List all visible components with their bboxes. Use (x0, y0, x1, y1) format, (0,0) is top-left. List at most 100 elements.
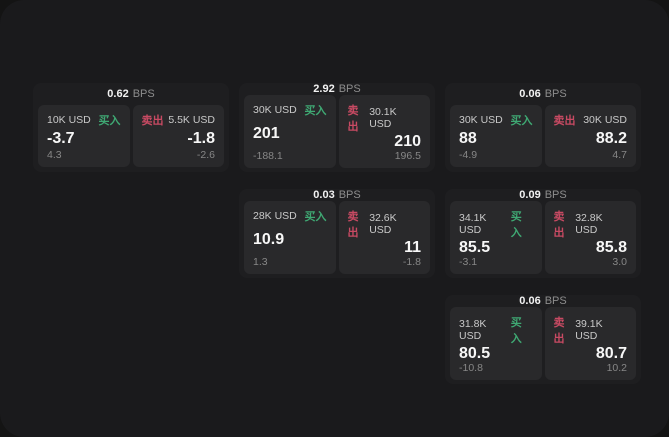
bps-unit-label: BPS (544, 189, 567, 201)
sell-side-label: 卖出 (553, 115, 576, 127)
buy-price: 88 (459, 129, 477, 147)
sell-delta: 196.5 (394, 150, 421, 162)
sell-delta: 4.7 (612, 149, 627, 161)
buy-delta: -4.9 (459, 149, 478, 161)
buy-tile-header: 10K USD 买入 (47, 112, 121, 128)
sell-tile-header: 卖出 30K USD (554, 112, 628, 128)
buy-tile-header: 34.1K USD 买入 (459, 208, 533, 240)
buy-side-label: 买入 (98, 115, 121, 127)
sell-notional: 39.1K USD (575, 318, 603, 342)
bps-value: 0.09 (519, 189, 541, 201)
buy-quote-tile[interactable]: 30K USD 买入 88 -4.9 (450, 105, 542, 167)
buy-delta: -10.8 (459, 362, 483, 374)
sell-notional: 32.6K USD (369, 212, 397, 236)
sell-side-label: 卖出 (141, 115, 164, 127)
buy-quote-tile[interactable]: 34.1K USD 买入 85.5 -3.1 (450, 201, 542, 274)
buy-price: 10.9 (253, 231, 285, 248)
sell-price: 88.2 (595, 129, 627, 147)
buy-quote-tile[interactable]: 10K USD 买入 -3.7 4.3 (38, 105, 130, 167)
quote-card-body: 30K USD 买入 88 -4.9 卖出 30K USD 88.2 4.7 (445, 105, 641, 172)
sell-notional: 30.1K USD (369, 106, 397, 130)
sell-quote-tile[interactable]: 卖出 30.1K USD 210 196.5 (338, 95, 430, 168)
quote-card-2: 0.06 BPS 30K USD 买入 88 -4.9 卖出 30K USD (445, 83, 641, 172)
bps-value: 2.92 (313, 83, 335, 95)
sell-notional: 30K USD (583, 114, 627, 126)
quote-card-4: 0.09 BPS 34.1K USD 买入 85.5 -3.1 卖出 32.8K… (445, 189, 641, 278)
buy-side-label: 买入 (510, 317, 522, 345)
buy-side-label: 买入 (510, 115, 533, 127)
buy-price: 85.5 (459, 239, 491, 256)
bps-header: 0.06 BPS (445, 83, 641, 105)
buy-quote-tile[interactable]: 30K USD 买入 201 -188.1 (244, 95, 336, 168)
buy-delta: 4.3 (47, 149, 62, 161)
bps-unit-label: BPS (544, 88, 567, 100)
sell-side-label: 卖出 (553, 317, 565, 345)
quote-card-body: 10K USD 买入 -3.7 4.3 卖出 5.5K USD -1.8 -2.… (33, 105, 229, 172)
buy-delta: 1.3 (253, 256, 268, 268)
buy-tile-header: 31.8K USD 买入 (459, 314, 533, 346)
buy-notional: 30K USD (253, 104, 297, 116)
buy-tile-header: 30K USD 买入 (253, 102, 327, 118)
quote-card-body: 28K USD 买入 10.9 1.3 卖出 32.6K USD 11 -1.8 (239, 201, 435, 278)
buy-price: 80.5 (459, 345, 491, 362)
bps-header: 0.03 BPS (239, 189, 435, 201)
sell-tile-header: 卖出 39.1K USD (554, 314, 628, 346)
sell-notional: 32.8K USD (575, 212, 603, 236)
buy-notional: 31.8K USD (459, 318, 487, 342)
bps-header: 0.06 BPS (445, 295, 641, 307)
sell-quote-tile[interactable]: 卖出 30K USD 88.2 4.7 (544, 105, 636, 167)
sell-tile-header: 卖出 32.8K USD (554, 208, 628, 240)
sell-price: 80.7 (595, 345, 627, 362)
buy-delta: -3.1 (459, 256, 478, 268)
sell-quote-tile[interactable]: 卖出 32.6K USD 11 -1.8 (338, 201, 430, 274)
quote-card-0: 0.62 BPS 10K USD 买入 -3.7 4.3 卖出 5.5K USD (33, 83, 229, 172)
buy-notional: 34.1K USD (459, 212, 487, 236)
sell-delta: 10.2 (606, 362, 627, 374)
sell-price: -1.8 (187, 129, 215, 147)
buy-notional: 28K USD (253, 210, 297, 222)
sell-delta: 3.0 (612, 256, 627, 268)
sell-tile-header: 卖出 30.1K USD (348, 102, 422, 134)
sell-price: 85.8 (595, 239, 627, 256)
quote-card-body: 31.8K USD 买入 80.5 -10.8 卖出 39.1K USD 80.… (445, 307, 641, 384)
buy-quote-tile[interactable]: 28K USD 买入 10.9 1.3 (244, 201, 336, 274)
sell-price: 11 (404, 239, 421, 256)
sell-side-label: 卖出 (553, 211, 565, 239)
buy-side-label: 买入 (304, 105, 327, 117)
sell-quote-tile[interactable]: 卖出 32.8K USD 85.8 3.0 (544, 201, 636, 274)
sell-side-label: 卖出 (347, 211, 359, 239)
quote-card-body: 34.1K USD 买入 85.5 -3.1 卖出 32.8K USD 85.8… (445, 201, 641, 278)
buy-tile-header: 28K USD 买入 (253, 208, 327, 224)
buy-price: 201 (253, 125, 280, 142)
bps-unit-label: BPS (132, 88, 155, 100)
buy-tile-header: 30K USD 买入 (459, 112, 533, 128)
buy-notional: 30K USD (459, 114, 503, 126)
bps-header: 0.09 BPS (445, 189, 641, 201)
bps-unit-label: BPS (544, 295, 567, 307)
sell-tile-header: 卖出 32.6K USD (348, 208, 422, 240)
bps-value: 0.62 (107, 88, 129, 100)
quote-card-1: 2.92 BPS 30K USD 买入 201 -188.1 卖出 30.1K … (239, 83, 435, 172)
quote-card-3: 0.03 BPS 28K USD 买入 10.9 1.3 卖出 32.6K US… (239, 189, 435, 278)
sell-delta: -1.8 (402, 256, 421, 268)
sell-side-label: 卖出 (347, 105, 359, 133)
bps-value: 0.03 (313, 189, 335, 201)
sell-quote-tile[interactable]: 卖出 39.1K USD 80.7 10.2 (544, 307, 636, 380)
buy-delta: -188.1 (253, 150, 283, 162)
bps-unit-label: BPS (338, 83, 361, 95)
sell-notional: 5.5K USD (168, 114, 215, 126)
bps-value: 0.06 (519, 295, 541, 307)
buy-side-label: 买入 (304, 211, 327, 223)
bps-header: 2.92 BPS (239, 83, 435, 95)
buy-notional: 10K USD (47, 114, 91, 126)
buy-quote-tile[interactable]: 31.8K USD 买入 80.5 -10.8 (450, 307, 542, 380)
sell-delta: -2.6 (196, 149, 215, 161)
quote-card-body: 30K USD 买入 201 -188.1 卖出 30.1K USD 210 1… (239, 95, 435, 172)
buy-side-label: 买入 (510, 211, 522, 239)
sell-quote-tile[interactable]: 卖出 5.5K USD -1.8 -2.6 (132, 105, 224, 167)
buy-price: -3.7 (47, 129, 75, 147)
sell-price: 210 (394, 133, 421, 150)
quote-card-grid: 0.62 BPS 10K USD 买入 -3.7 4.3 卖出 5.5K USD (33, 83, 641, 384)
bps-value: 0.06 (519, 88, 541, 100)
